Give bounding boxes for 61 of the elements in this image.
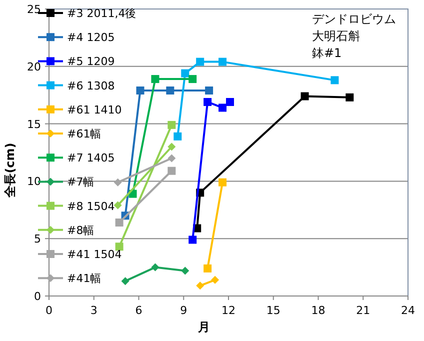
point [114, 178, 122, 186]
point [211, 276, 220, 284]
x-tick-label: 21 [356, 304, 370, 317]
y-tick-label: 0 [34, 290, 41, 303]
legend-label: #41幅 [67, 272, 102, 286]
point [136, 86, 144, 95]
legend-label: #61 1410 [67, 103, 122, 116]
point [226, 98, 234, 106]
y-tick-label: 20 [27, 60, 41, 74]
annotation: 大明石斛 [312, 29, 360, 43]
point [330, 76, 339, 84]
legend-label: #61幅 [67, 128, 102, 140]
point [151, 263, 160, 272]
x-tick-label: 15 [266, 304, 280, 317]
legend-label: #7幅 [67, 176, 94, 189]
point [181, 266, 190, 275]
y-tick-label: 10 [27, 175, 41, 188]
point [181, 69, 190, 78]
legend-label: #5 1209 [67, 55, 115, 68]
point [168, 142, 176, 151]
point [218, 104, 227, 112]
point [218, 58, 227, 66]
point [151, 75, 160, 84]
legend-label: #7 1405 [67, 152, 115, 165]
y-tick-label: 15 [27, 118, 41, 131]
y-axis-title: 全長(cm) [3, 142, 17, 198]
legend-label: #4 1205 [67, 31, 115, 44]
point [166, 86, 174, 95]
x-tick-label: 18 [311, 304, 326, 317]
y-tick-label: 25 [27, 3, 41, 16]
x-tick-label: 0 [46, 304, 52, 317]
legend-label: #8 1504 [67, 200, 115, 213]
point [188, 75, 197, 84]
point [204, 264, 212, 272]
point [346, 93, 354, 102]
y-tick-label: 5 [34, 232, 41, 246]
point [121, 277, 130, 286]
x-tick-label: 12 [222, 304, 236, 317]
point [115, 218, 124, 227]
point [168, 120, 176, 129]
x-axis-title: 月 [197, 320, 210, 334]
point [300, 92, 309, 100]
legend-label: #8幅 [67, 224, 94, 237]
x-tick-label: 24 [401, 304, 415, 317]
point [174, 132, 182, 140]
legend-label: #6 1308 [67, 79, 115, 92]
legend-label: #41 1504 [67, 248, 122, 261]
point [168, 166, 176, 175]
annotation: デンドロビウム [312, 12, 396, 26]
point [196, 58, 204, 66]
x-tick-label: 9 [180, 304, 188, 317]
point [196, 282, 204, 290]
annotation: 鉢#1 [312, 46, 342, 60]
legend-label: #3 2011,4後 [67, 7, 136, 20]
point [168, 154, 176, 162]
x-tick-label: 3 [90, 304, 98, 317]
x-tick-label: 6 [135, 304, 142, 317]
point [218, 178, 227, 186]
point [205, 86, 214, 95]
point [188, 236, 197, 244]
point [204, 98, 212, 106]
